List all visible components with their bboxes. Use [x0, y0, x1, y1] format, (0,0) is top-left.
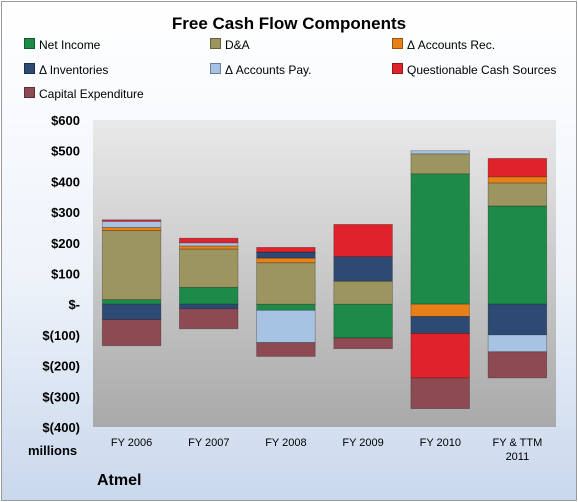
legend-label: Capital Expenditure — [39, 87, 144, 101]
bar-segment-accounts-pay-fy-ttm-2011 — [487, 334, 548, 353]
y-tick-label: $500 — [51, 144, 80, 159]
legend-swatch — [24, 63, 35, 74]
bar-segment-d-a-fy-ttm-2011 — [487, 182, 548, 207]
legend-item-accounts-pay: Δ Accounts Pay. — [210, 63, 312, 77]
y-tick-label: $(400) — [42, 420, 80, 435]
bar-segment-accounts-rec-fy-2008 — [256, 257, 316, 264]
bar-segment-inventories-fy-ttm-2011 — [487, 303, 548, 336]
x-tick-label: FY 2010 — [420, 437, 461, 449]
x-tick-label: FY & TTM 2011 — [493, 437, 543, 463]
y-tick-label: $(200) — [42, 359, 80, 374]
bar-segment-inventories-fy-2007 — [178, 303, 239, 310]
bar-segment-net-income-fy-2009 — [333, 303, 393, 339]
x-tick-label: FY 2009 — [342, 437, 383, 449]
bar-segment-net-income-fy-2010 — [410, 173, 470, 305]
x-tick-label: FY 2007 — [188, 437, 229, 449]
y-tick-label: $(300) — [42, 389, 80, 404]
bar-segment-accounts-pay-fy-2006 — [101, 220, 162, 228]
bar-segment-d-a-fy-2009 — [333, 280, 393, 305]
bar-segment-accounts-pay-fy-2008 — [256, 309, 316, 343]
bar-segment-d-a-fy-2007 — [178, 248, 239, 288]
y-tick-label: $(100) — [42, 328, 80, 343]
y-tick-label: $400 — [51, 174, 80, 189]
legend-item-d-and-a: D&A — [210, 38, 250, 52]
legend-label: Δ Accounts Rec. — [407, 38, 496, 52]
bar-segment-accounts-pay-fy-2007 — [178, 242, 239, 247]
bar-segment-capital-expenditure-fy-2007 — [178, 308, 239, 330]
bar-segment-questionable-cash-sources-fy-2009 — [333, 223, 393, 257]
x-tick-label: FY 2008 — [265, 437, 306, 449]
legend-item-net-income: Net Income — [24, 38, 100, 52]
bar-segment-capital-expenditure-fy-2010 — [410, 377, 470, 409]
legend-swatch — [392, 38, 403, 49]
legend-item-accounts-rec: Δ Accounts Rec. — [392, 38, 495, 52]
bar-segment-d-a-fy-2010 — [410, 153, 470, 175]
bar-segment-accounts-pay-fy-2010 — [410, 150, 470, 155]
bar-segment-accounts-rec-fy-2006 — [101, 226, 162, 231]
bar-segment-capital-expenditure-fy-2008 — [256, 342, 316, 357]
bar-segment-inventories-fy-2010 — [410, 316, 470, 334]
bar-segment-inventories-fy-2006 — [101, 303, 162, 321]
x-tick-label: FY 2006 — [111, 437, 152, 449]
legend-swatch — [210, 38, 221, 49]
bar-segment-questionable-cash-sources-fy-2010 — [410, 332, 470, 379]
bar-segment-net-income-fy-ttm-2011 — [487, 205, 548, 305]
y-tick-label: $300 — [51, 205, 80, 220]
bar-segment-accounts-rec-fy-2007 — [178, 245, 239, 250]
legend-label: D&A — [225, 38, 250, 52]
legend-label: Δ Inventories — [39, 63, 109, 77]
legend-label: Net Income — [39, 38, 101, 52]
bar-segment-questionable-cash-sources-fy-ttm-2011 — [487, 157, 548, 178]
bar-segment-d-a-fy-2006 — [101, 230, 162, 300]
legend-item-inventories: Δ Inventories — [24, 63, 108, 77]
bars-group — [101, 150, 548, 409]
legend-swatch — [392, 63, 403, 74]
bar-segment-questionable-cash-sources-fy-2008 — [256, 246, 316, 253]
legend-label: Δ Accounts Pay. — [225, 63, 312, 77]
bar-segment-capital-expenditure-fy-2009 — [333, 337, 393, 350]
legend-item-capex: Capital Expenditure — [24, 87, 144, 101]
bar-segment-questionable-cash-sources-fy-2006 — [101, 219, 162, 222]
bar-segment-net-income-fy-2006 — [101, 299, 162, 305]
bar-segment-capital-expenditure-fy-2006 — [101, 319, 162, 347]
bar-segment-d-a-fy-2008 — [256, 262, 316, 305]
x-axis: FY 2006 FY 2007 FY 2008 FY 2009 FY 2010 FY & … — [111, 437, 542, 463]
bar-segment-questionable-cash-sources-fy-2007 — [178, 237, 239, 244]
chart-title: Free Cash Flow Components — [171, 14, 407, 33]
legend-swatch — [210, 63, 221, 74]
units-label: millions — [28, 443, 78, 458]
y-tick-label: $100 — [51, 267, 80, 282]
y-tick-label: $600 — [51, 113, 80, 128]
bar-segment-capital-expenditure-fy-ttm-2011 — [487, 351, 548, 379]
bar-segment-net-income-fy-2008 — [256, 303, 316, 311]
bar-segment-accounts-rec-fy-2010 — [410, 303, 470, 317]
company-name: Atmel — [97, 472, 142, 489]
legend-label: Questionable Cash Sources — [407, 63, 557, 77]
legend-swatch — [24, 87, 35, 98]
bar-segment-accounts-rec-fy-ttm-2011 — [487, 176, 548, 184]
y-tick-label: $- — [68, 297, 80, 312]
bar-segment-net-income-fy-2007 — [178, 286, 239, 305]
y-tick-label: $200 — [51, 236, 80, 251]
legend-swatch — [24, 38, 35, 49]
bar-segment-inventories-fy-2008 — [256, 251, 316, 259]
y-axis: $600 $500 $400 $300 $200 $100 $- $(100) $(200) $(… — [42, 113, 80, 435]
bar-segment-inventories-fy-2009 — [333, 256, 393, 282]
plot-area — [93, 120, 556, 427]
legend-item-questionable-cash: Questionable Cash Sources — [392, 63, 556, 77]
